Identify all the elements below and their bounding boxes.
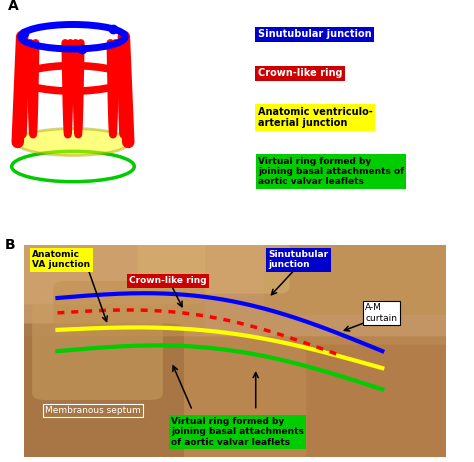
FancyBboxPatch shape <box>264 238 458 315</box>
FancyBboxPatch shape <box>306 345 458 462</box>
Text: Virtual ring formed by
joining basal attachments of
aortic valvar leaflets: Virtual ring formed by joining basal att… <box>258 157 404 186</box>
Text: Crown-like ring: Crown-like ring <box>258 68 342 79</box>
Text: Sinutubular
junction: Sinutubular junction <box>268 250 328 269</box>
Text: Anatomic
VA junction: Anatomic VA junction <box>32 250 90 269</box>
FancyBboxPatch shape <box>32 302 163 400</box>
Ellipse shape <box>16 128 130 156</box>
Text: Virtual ring formed by
joining basal attachments
of aortic valvar leaflets: Virtual ring formed by joining basal att… <box>172 417 304 447</box>
Text: Membranous septum: Membranous septum <box>45 406 141 415</box>
Text: Sinutubular junction: Sinutubular junction <box>258 29 372 39</box>
Text: Crown-like ring: Crown-like ring <box>129 276 207 286</box>
Text: A-M
curtain: A-M curtain <box>365 303 397 322</box>
Text: A: A <box>8 0 18 13</box>
Text: Anatomic ventriculo-
arterial junction: Anatomic ventriculo- arterial junction <box>258 107 373 128</box>
FancyBboxPatch shape <box>137 238 290 294</box>
FancyBboxPatch shape <box>53 281 205 336</box>
FancyBboxPatch shape <box>11 323 184 462</box>
FancyBboxPatch shape <box>24 245 446 457</box>
FancyBboxPatch shape <box>11 238 205 304</box>
FancyBboxPatch shape <box>11 238 458 336</box>
Text: B: B <box>5 238 15 252</box>
